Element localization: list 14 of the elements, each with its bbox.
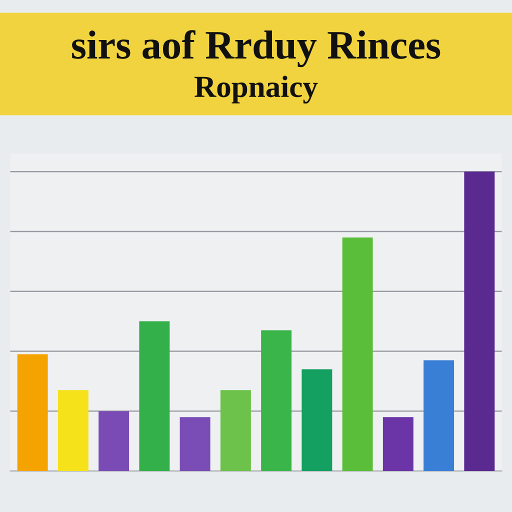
bar bbox=[382, 417, 414, 472]
bar bbox=[139, 321, 170, 472]
chart-title: sirs aof Rrduy Rinces bbox=[72, 30, 440, 68]
bar bbox=[261, 330, 292, 472]
bar bbox=[98, 411, 130, 472]
bar bbox=[180, 417, 210, 472]
bar bbox=[17, 354, 48, 472]
bar bbox=[342, 237, 373, 472]
bar bbox=[220, 390, 251, 472]
bar bbox=[464, 172, 495, 472]
bar bbox=[302, 369, 332, 472]
bar bbox=[58, 390, 88, 472]
bar bbox=[424, 360, 454, 472]
chart-subtitle: Ropnaicy bbox=[194, 76, 318, 104]
